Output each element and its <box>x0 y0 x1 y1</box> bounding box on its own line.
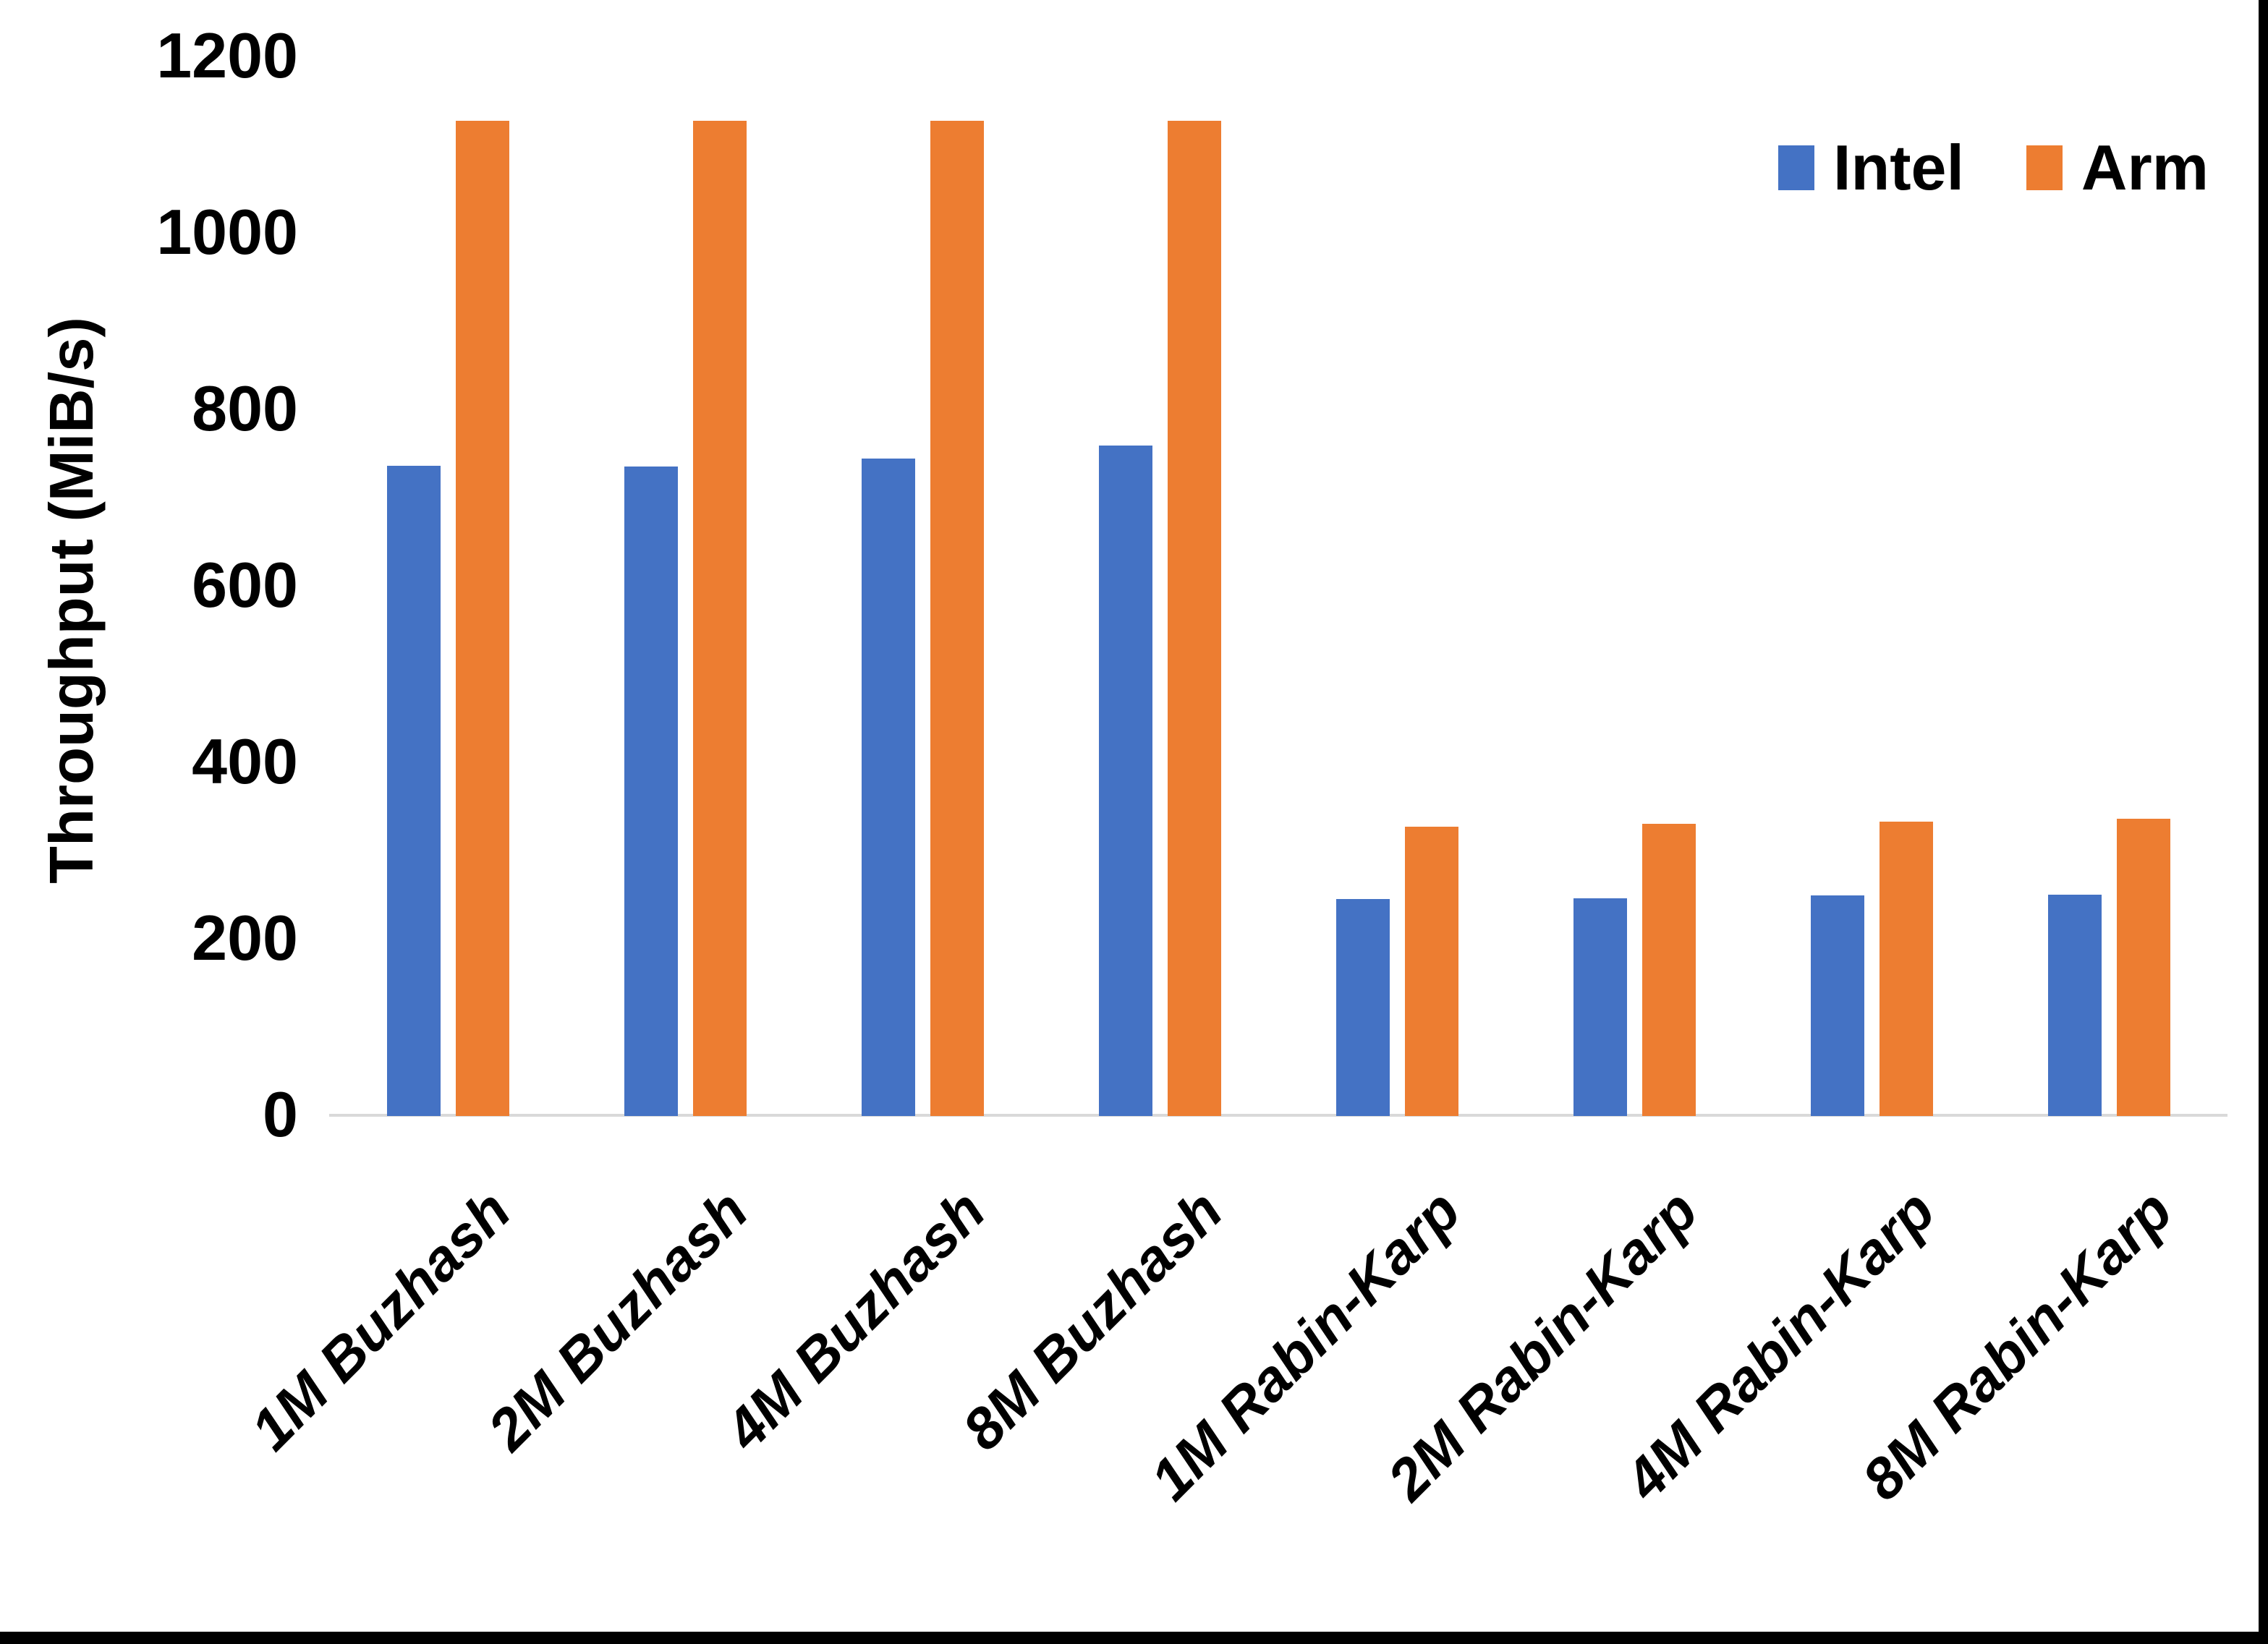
bar-intel-1m-rabin-karp <box>1335 898 1390 1116</box>
y-tick-600: 600 <box>192 548 298 621</box>
bar-intel-1m-buzhash <box>386 465 441 1116</box>
page-border-bottom <box>0 1632 2268 1644</box>
bar-arm-1m-rabin-karp <box>1404 826 1458 1116</box>
bar-arm-4m-buzhash <box>930 120 984 1116</box>
bar-arm-2m-buzhash <box>692 120 747 1116</box>
y-tick-200: 200 <box>192 901 298 974</box>
legend-swatch-intel <box>1778 145 1814 190</box>
bar-intel-2m-rabin-karp <box>1573 898 1627 1116</box>
bar-intel-4m-buzhash <box>861 459 915 1116</box>
y-tick-1000: 1000 <box>156 195 298 268</box>
x-axis-line <box>329 1114 2227 1117</box>
page-border-right <box>2259 0 2268 1644</box>
y-tick-1200: 1200 <box>156 19 298 91</box>
bar-intel-8m-rabin-karp <box>2047 894 2102 1116</box>
bar-arm-1m-buzhash <box>455 120 509 1116</box>
y-tick-0: 0 <box>263 1078 298 1150</box>
y-tick-800: 800 <box>192 372 298 444</box>
bar-intel-4m-rabin-karp <box>1810 895 1864 1116</box>
bar-intel-8m-buzhash <box>1098 445 1152 1116</box>
legend-swatch-arm <box>2026 145 2063 190</box>
bar-intel-2m-buzhash <box>624 467 678 1116</box>
bar-arm-4m-rabin-karp <box>1879 821 1933 1116</box>
legend-label-arm: Arm <box>2081 132 2209 203</box>
legend-label-intel: Intel <box>1833 132 1964 203</box>
legend: Intel Arm <box>1778 132 2209 203</box>
bar-arm-2m-rabin-karp <box>1641 824 1696 1116</box>
y-tick-400: 400 <box>192 725 298 797</box>
y-axis-title: Throughput (MiB/s) <box>38 317 106 884</box>
bar-arm-8m-rabin-karp <box>2116 818 2170 1116</box>
bar-arm-8m-buzhash <box>1167 120 1221 1116</box>
